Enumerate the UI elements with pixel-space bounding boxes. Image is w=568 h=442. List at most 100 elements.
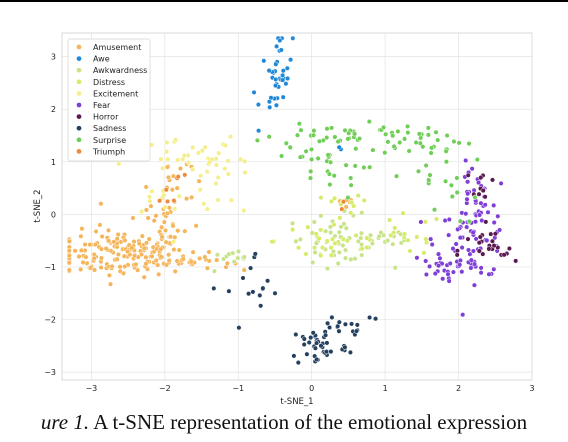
data-point — [242, 169, 248, 176]
data-point — [310, 330, 316, 336]
x-tick-label: 2 — [456, 384, 461, 393]
data-point — [176, 193, 182, 199]
data-point — [79, 226, 85, 232]
data-point — [114, 256, 120, 262]
data-point — [405, 237, 411, 243]
data-point — [339, 206, 345, 212]
top-rule — [0, 0, 568, 2]
data-point — [188, 259, 194, 265]
data-point — [468, 257, 474, 263]
legend-marker — [76, 90, 82, 97]
data-point — [265, 278, 271, 284]
data-point — [284, 65, 290, 71]
data-point — [298, 127, 304, 133]
data-point — [164, 210, 170, 216]
data-point — [385, 139, 391, 145]
data-point — [480, 188, 486, 194]
data-point — [446, 278, 452, 284]
data-point — [214, 257, 220, 263]
data-point — [197, 255, 203, 261]
data-point — [373, 316, 379, 322]
data-point — [498, 180, 504, 186]
data-point — [175, 174, 181, 180]
data-point — [433, 216, 440, 222]
data-point — [139, 209, 145, 215]
data-point — [478, 200, 484, 206]
data-point — [98, 264, 104, 271]
data-point — [353, 146, 359, 152]
data-point — [266, 68, 272, 74]
data-point — [336, 144, 342, 150]
legend-marker — [76, 148, 82, 155]
data-point — [177, 165, 183, 172]
data-point — [162, 227, 169, 234]
data-point — [241, 267, 247, 273]
data-point — [254, 137, 260, 143]
data-point — [143, 254, 149, 260]
legend-entry: Excitement — [93, 89, 138, 98]
data-point — [131, 253, 138, 259]
data-point — [289, 220, 296, 226]
data-point — [328, 245, 334, 251]
data-point — [342, 344, 348, 350]
data-point — [87, 242, 93, 248]
data-point — [476, 240, 482, 246]
data-point — [345, 195, 351, 201]
data-point — [335, 139, 341, 145]
data-point — [457, 235, 463, 241]
data-point — [454, 175, 460, 181]
data-point — [66, 253, 72, 259]
y-tick-label: 3 — [51, 53, 56, 62]
data-point — [329, 125, 335, 131]
data-point — [156, 271, 162, 277]
data-point — [323, 332, 329, 338]
data-point — [392, 265, 398, 271]
figure-caption-text: A t-SNE representation of the emotional … — [89, 410, 528, 434]
data-point — [261, 58, 267, 64]
data-point — [163, 239, 169, 245]
data-point — [130, 215, 136, 221]
data-point — [414, 255, 420, 261]
x-tick-label: 1 — [383, 384, 388, 393]
data-point — [348, 182, 354, 188]
data-point — [325, 320, 331, 326]
data-point — [164, 139, 170, 146]
data-point — [364, 235, 370, 241]
data-point — [435, 137, 441, 143]
data-point — [423, 271, 429, 278]
data-point — [222, 166, 228, 172]
data-point — [327, 324, 333, 331]
data-point — [426, 177, 432, 183]
data-point — [464, 224, 470, 230]
data-point — [166, 252, 172, 258]
data-point — [327, 182, 333, 188]
data-point — [99, 233, 105, 240]
data-point — [312, 249, 318, 255]
data-point — [480, 251, 486, 257]
data-point — [446, 232, 452, 238]
data-point — [235, 255, 241, 261]
data-point — [76, 253, 82, 260]
legend-entry: Distress — [93, 78, 125, 87]
data-point — [241, 208, 247, 214]
data-point — [257, 292, 263, 298]
data-point — [482, 194, 488, 200]
data-point — [336, 229, 342, 235]
data-point — [323, 349, 329, 355]
data-point — [204, 169, 210, 175]
data-point — [448, 182, 454, 188]
data-point — [305, 224, 311, 230]
legend-marker — [76, 102, 82, 108]
data-point — [315, 155, 321, 161]
legend-marker — [76, 136, 82, 143]
series-distress — [269, 193, 440, 259]
data-point — [251, 89, 257, 95]
data-point — [115, 231, 121, 238]
data-point — [195, 150, 202, 156]
data-point — [489, 177, 496, 183]
data-point — [169, 187, 175, 193]
data-point — [266, 134, 272, 140]
data-point — [87, 265, 94, 271]
data-point — [147, 198, 153, 204]
data-point — [381, 124, 387, 130]
